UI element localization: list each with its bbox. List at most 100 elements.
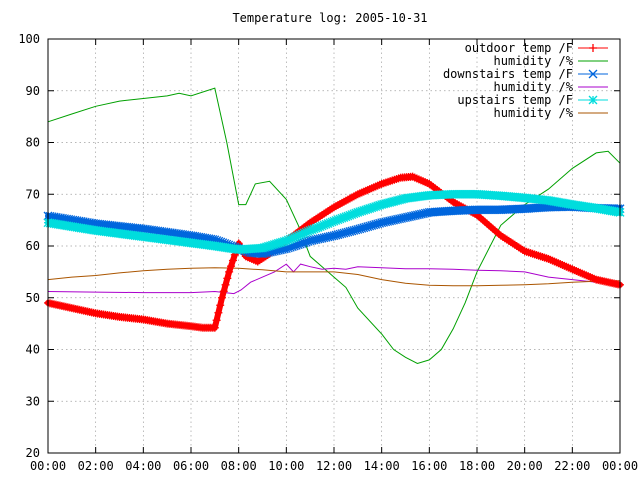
y-tick-label: 70: [26, 187, 40, 201]
legend-label: downstairs temp /F: [443, 67, 573, 81]
legend-label: outdoor temp /F: [465, 41, 573, 55]
data-point-marker: [369, 183, 378, 192]
x-tick-label: 14:00: [364, 459, 400, 473]
data-point-marker: [550, 257, 559, 266]
data-point-marker: [568, 265, 577, 274]
y-tick-label: 30: [26, 394, 40, 408]
y-tick-label: 100: [18, 32, 40, 46]
data-point-marker: [488, 224, 497, 233]
y-tick-label: 90: [26, 84, 40, 98]
data-point-marker: [572, 267, 581, 276]
data-point-marker: [219, 287, 228, 296]
data-point-marker: [478, 216, 487, 225]
x-tick-label: 12:00: [316, 459, 352, 473]
data-point-marker: [474, 212, 483, 221]
data-point-marker: [367, 184, 376, 193]
x-tick-label: 08:00: [221, 459, 257, 473]
legend-marker: [589, 44, 597, 52]
data-point-marker: [544, 254, 553, 263]
data-point-marker: [212, 316, 221, 325]
data-point-marker: [560, 261, 569, 270]
data-point-marker: [357, 188, 366, 197]
data-point-marker: [373, 181, 382, 190]
chart-title: Temperature log: 2005-10-31: [232, 11, 427, 25]
data-point-marker: [518, 245, 527, 254]
data-point-marker: [492, 228, 501, 237]
series-humidity-1: [47, 87, 621, 365]
data-point-marker: [361, 186, 370, 195]
data-point-marker: [584, 272, 593, 281]
data-point-marker: [586, 273, 595, 282]
data-point-marker: [371, 182, 380, 191]
series-line: [47, 267, 621, 287]
data-point-marker: [476, 214, 485, 223]
data-point-marker: [562, 262, 571, 271]
data-point-marker: [566, 264, 575, 273]
y-tick-label: 50: [26, 291, 40, 305]
data-point-marker: [359, 187, 368, 196]
data-point-marker: [554, 259, 563, 268]
data-point-marker: [221, 280, 230, 289]
data-point-marker: [490, 226, 499, 235]
legend-item: humidity /%: [494, 80, 608, 94]
legend-marker: [588, 69, 598, 79]
data-point-marker: [216, 301, 225, 310]
data-point-marker: [214, 308, 223, 317]
legend-item: downstairs temp /F: [443, 67, 608, 81]
x-tick-label: 00:00: [602, 459, 638, 473]
data-point-marker: [556, 260, 565, 269]
data-point-marker: [576, 268, 585, 277]
series-humidity-3: [47, 263, 621, 295]
data-point-marker: [227, 262, 236, 271]
data-point-marker: [217, 293, 226, 302]
data-point-marker: [365, 185, 374, 194]
series-line: [47, 87, 621, 365]
legend-item: outdoor temp /F: [465, 41, 608, 55]
legend-item: humidity /%: [494, 54, 608, 68]
data-point-marker: [582, 271, 591, 280]
series-upstairs-temp-f-4: [43, 189, 625, 255]
series-humidity-5: [47, 267, 621, 287]
data-point-marker: [351, 191, 360, 200]
legend-label: humidity /%: [494, 106, 574, 120]
data-point-marker: [480, 217, 489, 226]
x-tick-label: 02:00: [78, 459, 114, 473]
data-point-marker: [588, 273, 597, 282]
data-point-marker: [225, 267, 234, 276]
plot-series: [43, 87, 625, 365]
data-point-marker: [223, 274, 232, 283]
legend-label: humidity /%: [494, 80, 574, 94]
x-tick-label: 06:00: [173, 459, 209, 473]
data-point-marker: [482, 219, 491, 228]
legend-label: upstairs temp /F: [457, 93, 573, 107]
legend-marker: [588, 95, 598, 105]
data-point-marker: [484, 221, 493, 230]
y-tick-label: 20: [26, 446, 40, 460]
data-point-marker: [574, 267, 583, 276]
x-tick-label: 20:00: [507, 459, 543, 473]
data-point-marker: [580, 270, 589, 279]
series-line: [47, 263, 621, 295]
x-tick-label: 22:00: [554, 459, 590, 473]
x-tick-label: 00:00: [30, 459, 66, 473]
data-point-marker: [590, 274, 599, 283]
y-tick-label: 40: [26, 343, 40, 357]
axis-ticks: 20 30 40 50 60 70 80 90 100 00:00 02:00 04:00 06:00 0…: [18, 32, 638, 473]
legend-item: humidity /%: [494, 106, 608, 120]
y-tick-label: 60: [26, 239, 40, 253]
data-point-marker: [363, 185, 372, 194]
data-point-marker: [486, 223, 495, 232]
y-tick-label: 80: [26, 136, 40, 150]
x-tick-label: 10:00: [268, 459, 304, 473]
x-tick-label: 16:00: [411, 459, 447, 473]
data-point-marker: [228, 256, 237, 265]
x-tick-label: 18:00: [459, 459, 495, 473]
data-point-marker: [578, 269, 587, 278]
x-tick-label: 04:00: [125, 459, 161, 473]
data-point-marker: [548, 256, 557, 265]
legend-item: upstairs temp /F: [457, 93, 608, 107]
data-point-marker: [552, 258, 561, 267]
data-point-marker: [355, 189, 364, 198]
